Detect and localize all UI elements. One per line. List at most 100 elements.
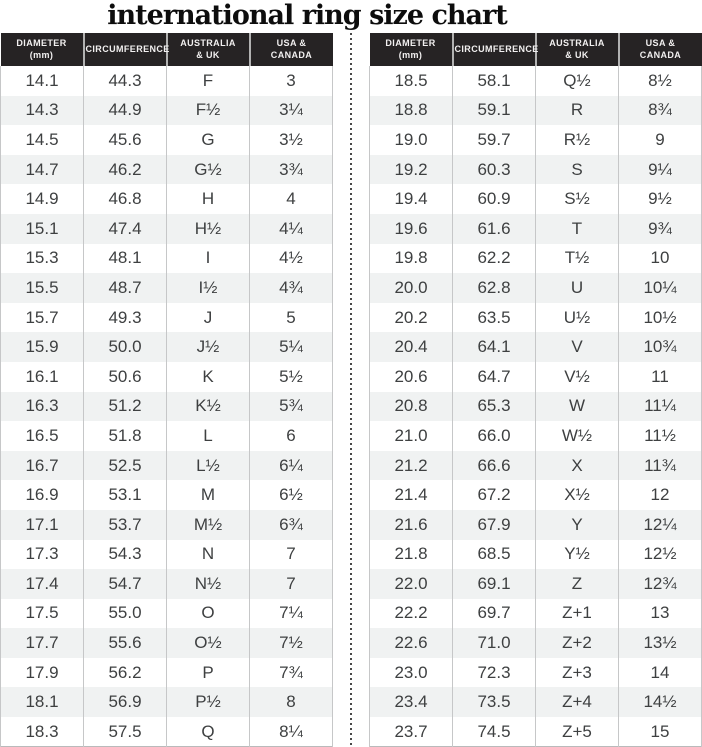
cell: 56.2 — [83, 657, 167, 688]
dotted-divider — [333, 33, 369, 747]
cell: 20.4 — [369, 332, 453, 362]
column-header-line: AUSTRALIA — [549, 37, 605, 48]
cell: 16.3 — [0, 391, 84, 422]
cell: R½ — [535, 125, 619, 155]
cell: 59.1 — [452, 95, 536, 126]
cell: P — [166, 657, 250, 688]
cell: N — [166, 539, 250, 570]
table-row: 15.1 47.4 H½ 4¼ — [0, 213, 333, 244]
ring-size-table-left: DIAMETER (mm) CIRCUMFERENCE AUSTRALIA & UK US… — [0, 33, 333, 747]
cell: 15.3 — [0, 243, 84, 274]
cell: 4½ — [249, 243, 333, 274]
cell: S — [535, 154, 619, 185]
cell: 18.5 — [369, 66, 453, 96]
cell: H½ — [166, 213, 250, 244]
cell: 14 — [618, 657, 702, 688]
cell: 53.7 — [83, 509, 167, 540]
cell: F½ — [166, 95, 250, 126]
cell: 17.1 — [0, 509, 84, 540]
cell: Z+5 — [535, 717, 619, 747]
table-row: 19.0 59.7 R½ 9 — [369, 125, 702, 155]
cell: 50.0 — [83, 332, 167, 362]
cell: 15 — [618, 717, 702, 747]
header-row: DIAMETER (mm) CIRCUMFERENCE AUSTRALIA & UK US… — [369, 33, 702, 66]
cell: I — [166, 243, 250, 274]
cell: 74.5 — [452, 717, 536, 747]
cell: 55.0 — [83, 598, 167, 629]
cell: 11 — [618, 361, 702, 392]
cell: 9½ — [618, 184, 702, 214]
table-row: 14.7 46.2 G½ 3¾ — [0, 154, 333, 185]
tables-container: DIAMETER (mm) CIRCUMFERENCE AUSTRALIA & UK US… — [0, 33, 702, 747]
column-header: AUSTRALIA & UK — [165, 33, 250, 66]
cell: 9 — [618, 125, 702, 155]
column-header-line: DIAMETER — [16, 37, 67, 48]
cell: 5 — [249, 302, 333, 333]
cell: N½ — [166, 569, 250, 599]
cell: O — [166, 598, 250, 629]
cell: 10 — [618, 243, 702, 274]
table-row: 18.5 58.1 Q½ 8½ — [369, 66, 702, 96]
table-row: 23.4 73.5 Z+4 14½ — [369, 687, 702, 718]
table-row: 23.7 74.5 Z+5 15 — [369, 717, 702, 747]
table-row: 22.2 69.7 Z+1 13 — [369, 598, 702, 629]
column-header: DIAMETER (mm) — [369, 33, 453, 66]
cell: L½ — [166, 450, 250, 481]
cell: 20.6 — [369, 361, 453, 392]
cell: 18.3 — [0, 717, 84, 747]
column-header-line: AUSTRALIA — [180, 37, 236, 48]
cell: 4¼ — [249, 213, 333, 244]
column-header-line: CIRCUMFERENCE — [85, 43, 170, 54]
cell: 6½ — [249, 480, 333, 510]
cell: Z+3 — [535, 657, 619, 688]
cell: J — [166, 302, 250, 333]
table-row: 14.1 44.3 F 3 — [0, 66, 333, 96]
cell: 11¾ — [618, 450, 702, 481]
cell: 67.2 — [452, 480, 536, 510]
cell: 12¼ — [618, 509, 702, 540]
cell: 5¼ — [249, 332, 333, 362]
cell: T — [535, 213, 619, 244]
cell: Y — [535, 509, 619, 540]
column-header-line: CANADA — [639, 49, 682, 60]
cell: 12 — [618, 480, 702, 510]
cell: 51.8 — [83, 421, 167, 451]
cell: G — [166, 125, 250, 155]
cell: T½ — [535, 243, 619, 274]
cell: 8¾ — [618, 95, 702, 126]
table-row: 18.1 56.9 P½ 8 — [0, 687, 333, 718]
cell: 13 — [618, 598, 702, 629]
cell: M½ — [166, 509, 250, 540]
cell: 15.9 — [0, 332, 84, 362]
cell: 11½ — [618, 421, 702, 451]
cell: 18.1 — [0, 687, 84, 718]
cell: F — [166, 66, 250, 96]
cell: 52.5 — [83, 450, 167, 481]
cell: 4 — [249, 184, 333, 214]
cell: 56.9 — [83, 687, 167, 718]
column-header-line: USA & — [276, 37, 307, 48]
cell: K — [166, 361, 250, 392]
cell: 8 — [249, 687, 333, 718]
cell: 62.2 — [452, 243, 536, 274]
cell: 10¾ — [618, 332, 702, 362]
cell: 7 — [249, 569, 333, 599]
table-row: 17.9 56.2 P 7¾ — [0, 657, 333, 688]
column-header-line: (mm) — [398, 49, 423, 60]
table-row: 15.5 48.7 I½ 4¾ — [0, 273, 333, 303]
table-row: 22.0 69.1 Z 12¾ — [369, 569, 702, 599]
header-row: DIAMETER (mm) CIRCUMFERENCE AUSTRALIA & UK US… — [0, 33, 333, 66]
cell: 19.8 — [369, 243, 453, 274]
cell: Z+1 — [535, 598, 619, 629]
column-header-line: & UK — [565, 49, 589, 60]
cell: S½ — [535, 184, 619, 214]
cell: 7½ — [249, 628, 333, 658]
cell: 46.8 — [83, 184, 167, 214]
column-header-line: CIRCUMFERENCE — [454, 43, 539, 54]
cell: 20.0 — [369, 273, 453, 303]
cell: 22.6 — [369, 628, 453, 658]
cell: 64.1 — [452, 332, 536, 362]
cell: Q — [166, 717, 250, 747]
cell: 22.2 — [369, 598, 453, 629]
table-row: 21.0 66.0 W½ 11½ — [369, 421, 702, 451]
